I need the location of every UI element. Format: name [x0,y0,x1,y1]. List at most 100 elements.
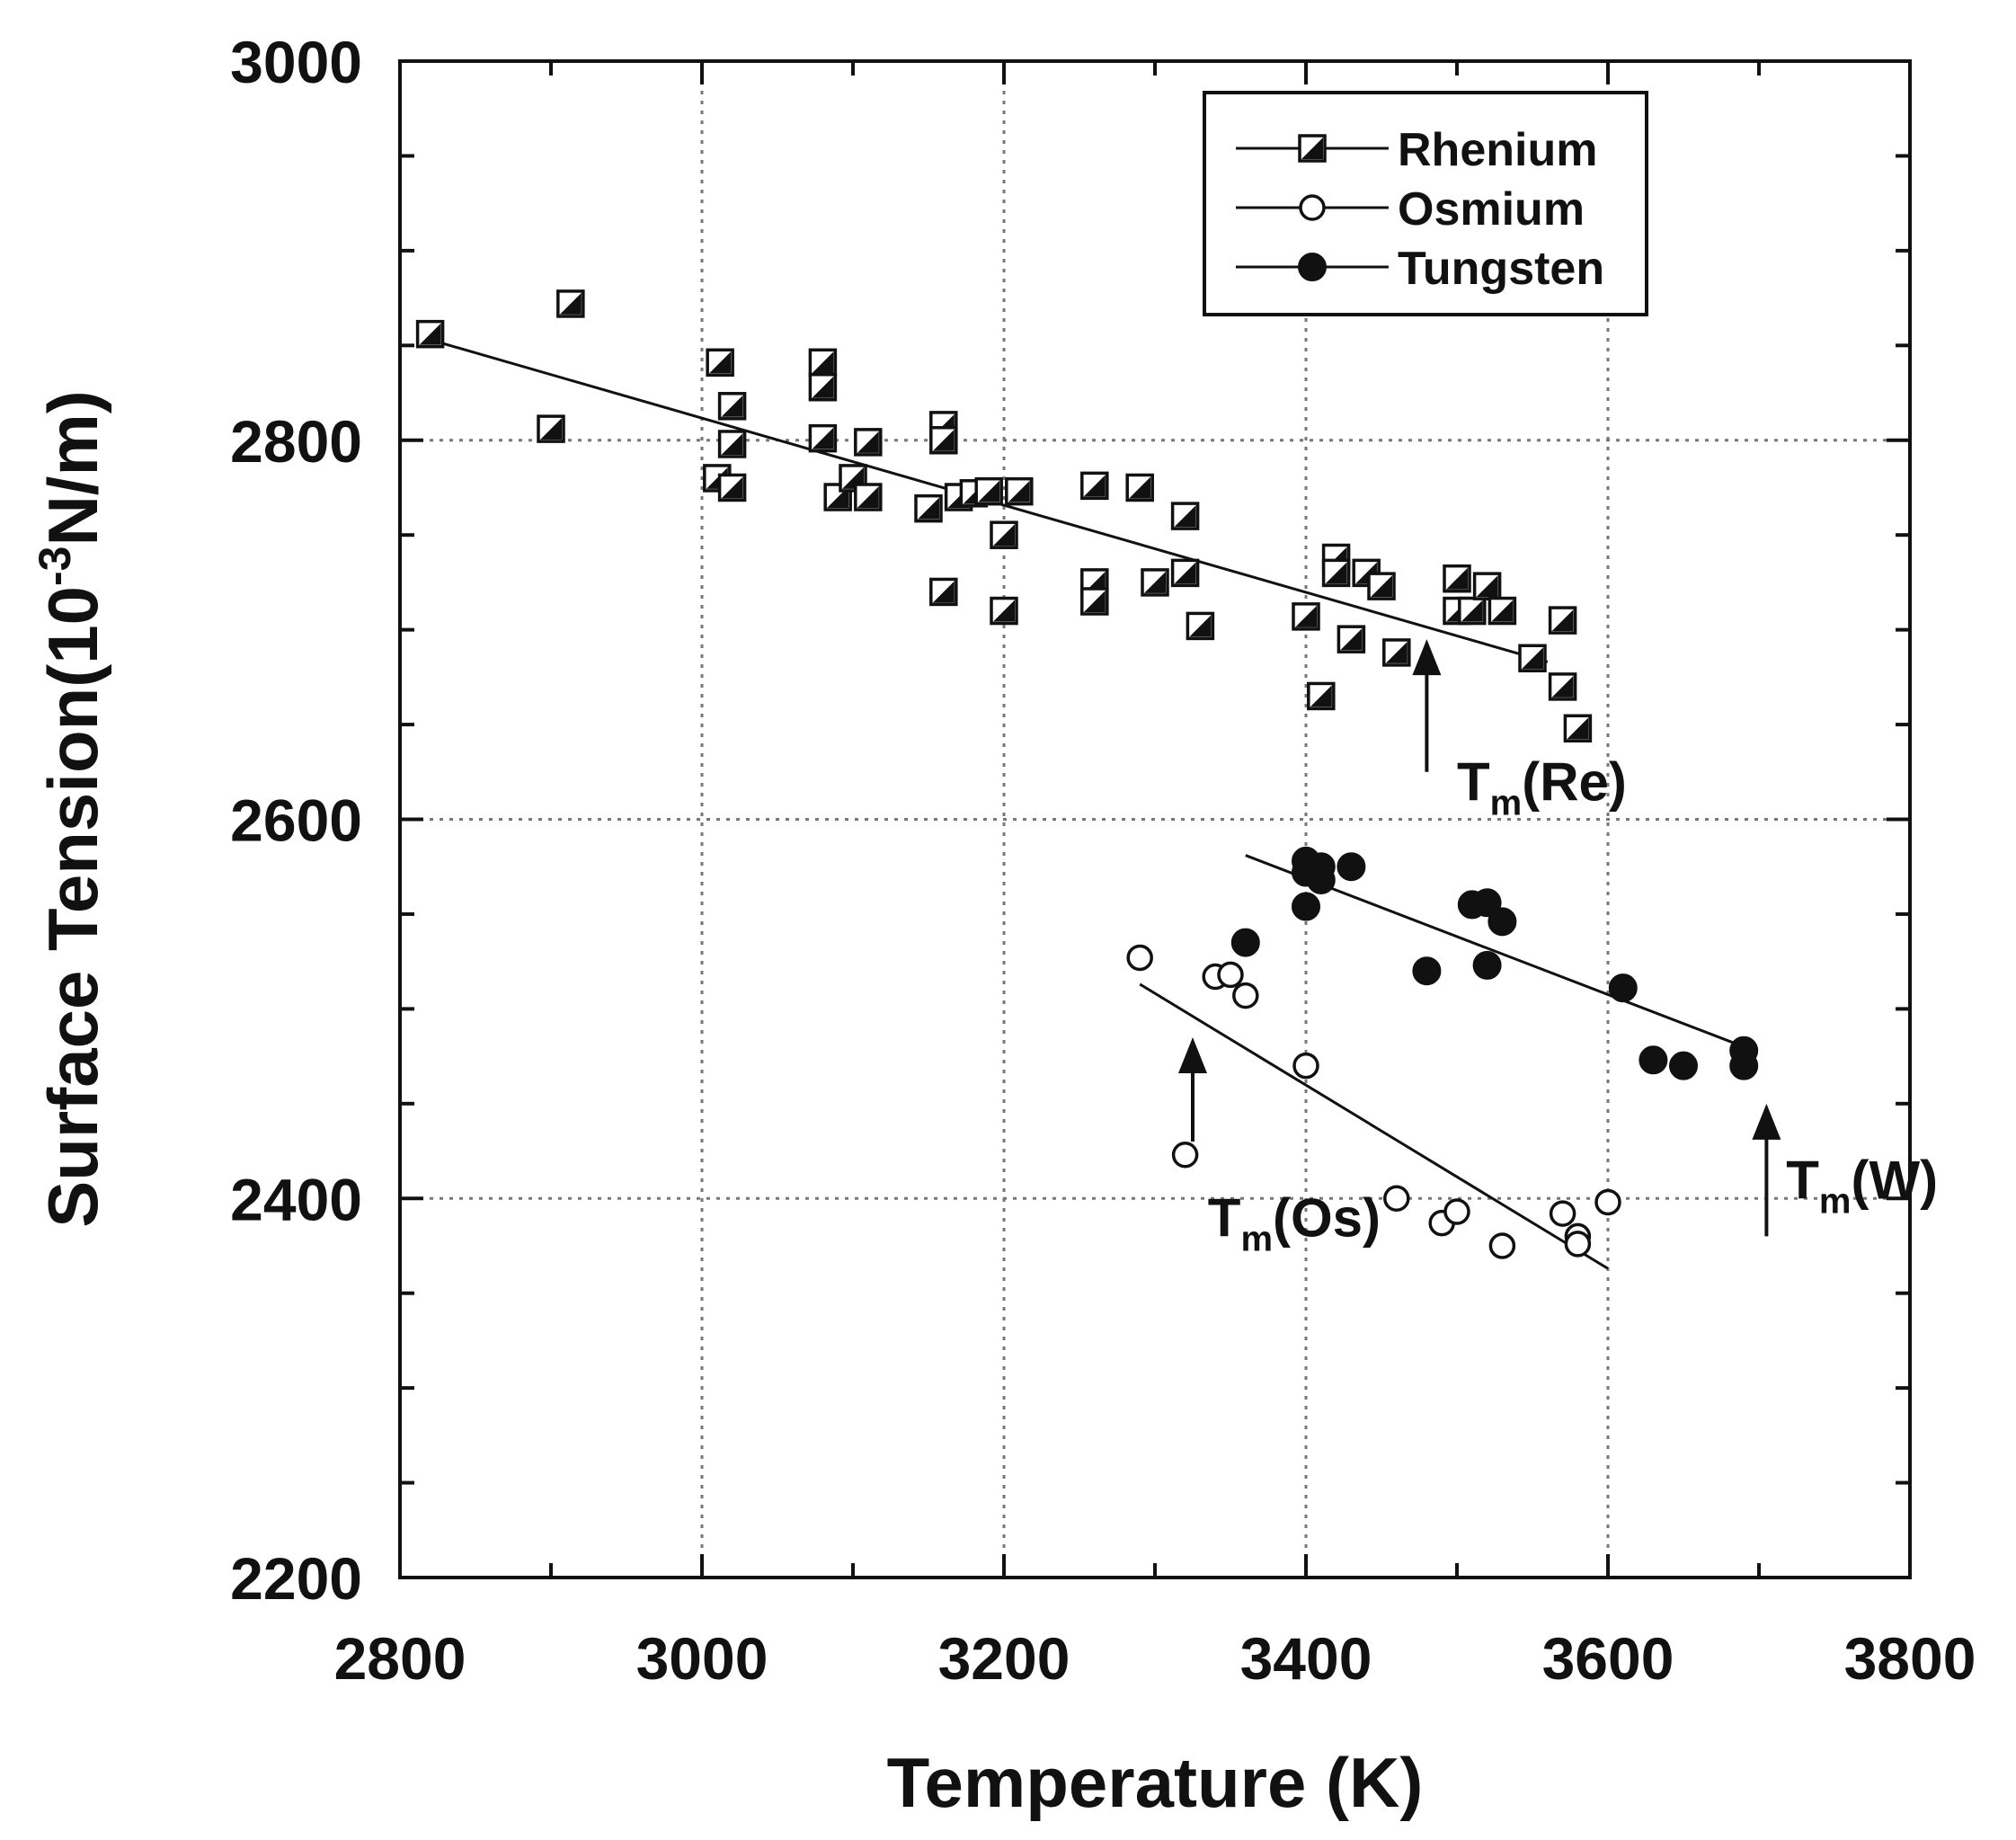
tungsten-point [1608,973,1638,1003]
square-fill [1461,600,1483,622]
tm-w-arrowhead [1752,1103,1781,1140]
tm-re-arrowhead [1412,639,1442,676]
osmium-fit-line [1139,982,1609,1270]
y-axis-label: Surface Tension(10-3N/m) [30,390,112,1228]
rhenium-point [990,596,1018,626]
rhenium-point [1548,606,1577,635]
rhenium-point [929,577,958,607]
square-fill [812,376,834,398]
square-fill [1008,480,1030,502]
rhenium-point [1563,714,1593,743]
square-fill [1189,615,1212,637]
square-fill [1310,685,1332,707]
rhenium-point [1443,564,1471,593]
legend-marker-rhenium [1298,134,1327,163]
x-tick-label: 3000 [636,1625,768,1692]
rhenium-point [1458,596,1487,626]
square-fill [918,497,939,520]
legend-box [1203,91,1648,316]
tm-os-label-subscript: m [1240,1219,1273,1258]
osmium-point [1564,1231,1592,1258]
rhenium-point [537,414,565,443]
tm-w-label-tail: (W) [1851,1150,1938,1210]
square-fill [1174,505,1196,528]
tm-w-label-subscript: m [1819,1181,1852,1221]
square-fill [1295,605,1317,627]
square-fill [1129,476,1151,499]
y-tick-label: 2600 [230,787,362,854]
x-tick-label: 3800 [1844,1625,1976,1692]
legend-marker-tungsten [1298,253,1327,281]
rhenium-point [556,289,585,318]
tungsten-point [1669,1051,1698,1080]
square-fill [857,431,879,453]
legend-entry-osmium: Osmium [1236,183,1585,236]
tm-re-label: Tm(Re) [1457,751,1627,822]
data-points [415,289,1759,1259]
square-fill [1522,647,1543,670]
square-fill [1385,641,1408,663]
y-tick-label: 2800 [230,408,362,475]
square-fill [1340,628,1363,651]
tm-re-label-base: T [1457,751,1490,812]
square-fill [993,600,1015,622]
legend-label-osmium: Osmium [1398,183,1585,236]
tungsten-point [1488,907,1517,937]
osmium-point [1126,944,1153,972]
legend: Rhenium Osmium Tungsten [1203,91,1648,316]
rhenium-point [929,426,958,455]
rhenium-point [974,476,1003,506]
tm-re-label-tail: (Re) [1522,751,1627,812]
tm-re-label-subscript: m [1490,783,1523,822]
rhenium-point [1186,611,1215,641]
rhenium-point [1367,572,1396,600]
tungsten-point [1292,892,1320,921]
square-fill [1371,575,1392,598]
x-tick-label: 3200 [938,1625,1070,1692]
square-fill [978,480,1000,502]
square-fill [559,292,582,315]
osmium-point [1232,982,1259,1009]
y-axis-label-exponent: -3 [30,547,80,586]
square-fill [932,581,955,603]
rhenium-point [717,392,747,421]
rhenium-point [808,372,838,402]
tungsten-point [1639,1045,1668,1075]
osmium-point [1171,1141,1199,1169]
tungsten-point [1472,950,1502,980]
square-fill [1446,567,1468,590]
rhenium-point [717,430,747,458]
square-fill [1325,562,1347,584]
rhenium-point [1170,558,1200,588]
rhenium-point [1337,625,1366,653]
y-tick-labels: 2200 2400 2600 2800 3000 [230,29,362,1612]
tm-w-annotation: Tm(W) [1752,1103,1938,1237]
osmium-point [1594,1188,1621,1216]
square-fill [812,427,834,449]
square-fill [1551,609,1574,632]
legend-label-tungsten: Tungsten [1398,243,1604,295]
rhenium-point [990,520,1018,549]
x-tick-label: 2800 [334,1625,466,1692]
rhenium-point [415,319,445,349]
rhenium-point [1488,596,1517,626]
square-fill [812,351,834,374]
rhenium-point [1307,681,1336,711]
x-tick-label: 3600 [1542,1625,1674,1692]
tungsten-point [1337,852,1366,882]
square-fill [1174,562,1196,584]
square-fill [419,323,441,345]
tungsten-point [1472,888,1502,918]
axis-ticks [398,59,1912,1579]
osmium-point [1549,1200,1576,1227]
rhenium-point [1170,502,1200,530]
rhenium-point [914,493,943,523]
tm-re-annotation: Tm(Re) [1412,639,1627,822]
osmium-point [1443,1198,1470,1225]
rhenium-point [1518,644,1547,673]
melting-point-annotations: Tm(Re)Tm(Os)Tm(W) [1178,639,1938,1258]
rhenium-point [1321,558,1351,588]
x-tick-labels: 2800 3000 3200 3400 3600 3800 [334,1625,1976,1692]
